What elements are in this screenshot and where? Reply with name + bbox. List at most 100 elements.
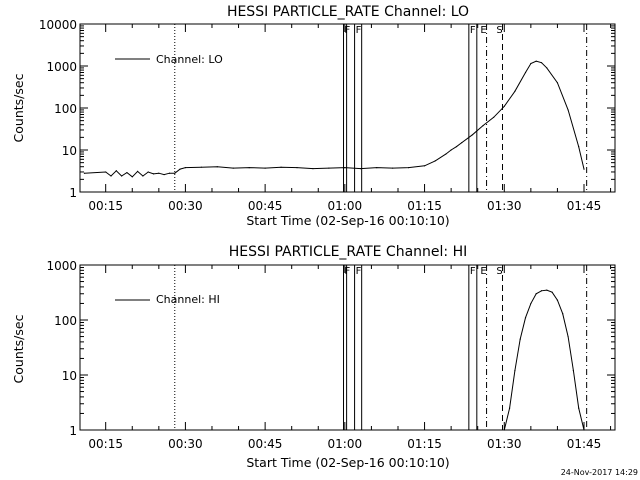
series-line-hi bbox=[503, 289, 585, 431]
data-point-lo bbox=[360, 168, 362, 170]
data-point-lo bbox=[158, 172, 160, 174]
data-point-hi bbox=[540, 290, 543, 292]
y-tick-label-hi: 100 bbox=[54, 314, 77, 328]
data-point-lo bbox=[556, 82, 559, 84]
data-point-lo bbox=[131, 176, 133, 178]
data-point-lo bbox=[126, 171, 128, 174]
data-point-lo bbox=[328, 167, 330, 169]
flag-label-hi: F bbox=[345, 266, 351, 277]
x-tick-label-lo: 01:30 bbox=[487, 199, 522, 213]
x-tick-label-lo: 01:15 bbox=[407, 199, 442, 213]
x-tick-label-lo: 00:45 bbox=[248, 199, 283, 213]
data-point-lo bbox=[248, 167, 250, 169]
x-tick-label-hi: 01:30 bbox=[487, 437, 522, 451]
flag-label-hi: F bbox=[470, 266, 476, 277]
data-point-hi bbox=[524, 317, 527, 319]
event-label-hi: E bbox=[480, 266, 486, 277]
data-point-lo bbox=[578, 146, 580, 148]
data-point-hi bbox=[514, 370, 516, 372]
x-tick-label-lo: 00:30 bbox=[168, 199, 203, 213]
footer-timestamp: 24-Nov-2017 14:29 bbox=[561, 468, 638, 477]
data-point-lo bbox=[514, 90, 516, 92]
data-point-lo bbox=[168, 172, 171, 174]
data-point-lo bbox=[482, 125, 484, 127]
data-point-lo bbox=[503, 105, 505, 107]
panel-channel-lo: HESSI PARTICLE_RATE Channel: LO Start Ti… bbox=[11, 4, 616, 228]
legend-label-hi: Channel: HI bbox=[156, 293, 220, 306]
y-tick-label-hi: 1000 bbox=[46, 259, 77, 273]
data-point-lo bbox=[264, 167, 266, 169]
flag-label-lo: F bbox=[345, 25, 351, 36]
data-point-lo bbox=[583, 168, 585, 170]
x-tick-label-lo: 01:00 bbox=[328, 199, 363, 213]
flag-label-lo: F bbox=[470, 25, 476, 36]
data-point-lo bbox=[445, 153, 447, 155]
data-point-lo bbox=[142, 175, 144, 177]
data-point-lo bbox=[296, 167, 298, 169]
flag-label-lo: F bbox=[356, 25, 362, 36]
legend-label-lo: Channel: LO bbox=[156, 53, 223, 66]
data-point-lo bbox=[174, 172, 176, 174]
y-tick-label-lo: 10000 bbox=[39, 18, 77, 32]
data-point-lo bbox=[535, 60, 537, 62]
data-point-lo bbox=[115, 170, 117, 172]
data-point-hi bbox=[519, 338, 521, 340]
data-point-lo bbox=[280, 166, 282, 168]
y-tick-label-lo: 1000 bbox=[46, 60, 77, 74]
data-point-hi bbox=[562, 313, 564, 315]
data-point-lo bbox=[312, 168, 314, 170]
x-tick-label-hi: 01:15 bbox=[407, 437, 442, 451]
data-point-hi bbox=[546, 289, 548, 291]
data-point-lo bbox=[376, 167, 378, 169]
data-point-lo bbox=[455, 146, 458, 148]
data-point-lo bbox=[216, 166, 218, 168]
data-point-lo bbox=[450, 149, 452, 151]
x-tick-label-hi: 00:45 bbox=[248, 437, 283, 451]
data-point-lo bbox=[524, 71, 527, 74]
x-tick-label-hi: 01:00 bbox=[328, 437, 363, 451]
data-point-hi bbox=[535, 293, 537, 295]
y-tick-label-lo: 100 bbox=[54, 102, 77, 116]
data-point-lo bbox=[121, 175, 123, 177]
data-point-lo bbox=[136, 170, 139, 172]
data-point-lo bbox=[232, 167, 234, 169]
y-tick-label-lo: 10 bbox=[62, 144, 77, 158]
event-label-lo: S bbox=[496, 25, 502, 36]
y-axis-label-hi: Counts/sec bbox=[11, 314, 26, 383]
data-point-lo bbox=[530, 62, 532, 65]
x-axis-label-hi: Start Time (02-Sep-16 00:10:10) bbox=[246, 455, 449, 470]
data-point-lo bbox=[105, 171, 107, 173]
x-axis-label-lo: Start Time (02-Sep-16 00:10:10) bbox=[246, 213, 449, 228]
data-point-lo bbox=[567, 109, 569, 111]
x-tick-label-lo: 00:15 bbox=[88, 199, 123, 213]
data-point-lo bbox=[408, 167, 410, 169]
chart-title-hi: HESSI PARTICLE_RATE Channel: HI bbox=[229, 244, 467, 260]
event-label-hi: S bbox=[496, 266, 502, 277]
data-point-lo bbox=[179, 168, 181, 170]
data-point-hi bbox=[551, 291, 553, 293]
y-tick-label-hi: 10 bbox=[62, 369, 77, 383]
panel-channel-hi: HESSI PARTICLE_RATE Channel: HI Start Ti… bbox=[11, 244, 616, 470]
data-point-lo bbox=[546, 67, 548, 69]
data-point-lo bbox=[147, 171, 149, 173]
chart-title-lo: HESSI PARTICLE_RATE Channel: LO bbox=[227, 4, 469, 20]
data-point-lo bbox=[493, 116, 495, 118]
y-tick-label-hi: 1 bbox=[69, 424, 77, 438]
data-point-lo bbox=[344, 167, 346, 169]
series-line-lo bbox=[84, 60, 585, 178]
y-tick-label-lo: 1 bbox=[69, 186, 77, 200]
x-tick-label-hi: 00:30 bbox=[168, 437, 203, 451]
data-point-lo bbox=[423, 165, 426, 167]
data-point-lo bbox=[200, 166, 202, 168]
data-point-lo bbox=[540, 62, 543, 64]
plot-frame-lo bbox=[79, 23, 616, 193]
plot-frame-hi bbox=[79, 264, 616, 431]
data-point-lo bbox=[471, 134, 473, 136]
y-axis-label-lo: Counts/sec bbox=[11, 73, 26, 142]
data-point-hi bbox=[556, 299, 559, 301]
data-point-lo bbox=[434, 160, 436, 162]
data-point-lo bbox=[392, 167, 394, 169]
event-label-lo: E bbox=[480, 25, 486, 36]
data-point-lo bbox=[83, 172, 86, 174]
